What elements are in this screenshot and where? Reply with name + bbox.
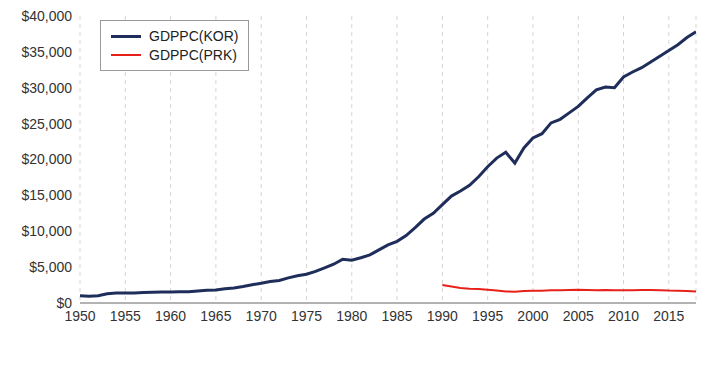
- html-text:GDPPC(PRK): GDPPC(PRK): [149, 47, 237, 63]
- svg-text:$40,000: $40,000: [21, 8, 72, 24]
- svg-text:1965: 1965: [200, 308, 231, 324]
- svg-text:1990: 1990: [427, 308, 458, 324]
- svg-text:1975: 1975: [291, 308, 322, 324]
- svg-text:$15,000: $15,000: [21, 187, 72, 203]
- svg-text:1980: 1980: [336, 308, 367, 324]
- svg-text:$5,000: $5,000: [29, 259, 72, 275]
- svg-text:$10,000: $10,000: [21, 223, 72, 239]
- svg-text:$30,000: $30,000: [21, 80, 72, 96]
- svg-text:2000: 2000: [517, 308, 548, 324]
- svg-text:2015: 2015: [653, 308, 684, 324]
- svg-text:2005: 2005: [563, 308, 594, 324]
- html-text:GDPPC(KOR): GDPPC(KOR): [149, 28, 239, 44]
- svg-text:$20,000: $20,000: [21, 151, 72, 167]
- svg-text:2010: 2010: [608, 308, 639, 324]
- svg-text:$0: $0: [56, 295, 72, 311]
- svg-text:$25,000: $25,000: [21, 116, 72, 132]
- svg-text:1955: 1955: [110, 308, 141, 324]
- svg-text:1995: 1995: [472, 308, 503, 324]
- svg-text:1970: 1970: [246, 308, 277, 324]
- svg-text:1950: 1950: [64, 307, 96, 324]
- svg-text:$35,000: $35,000: [21, 44, 72, 60]
- svg-text:1960: 1960: [155, 308, 186, 324]
- svg-text:1985: 1985: [381, 308, 412, 324]
